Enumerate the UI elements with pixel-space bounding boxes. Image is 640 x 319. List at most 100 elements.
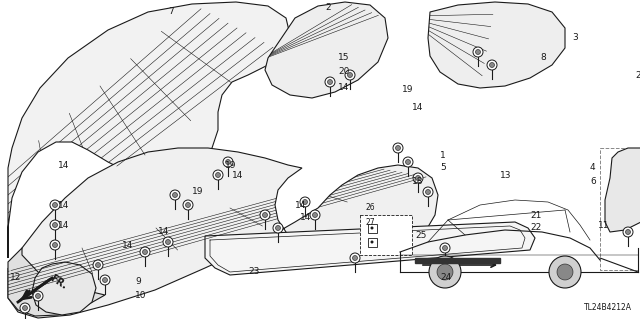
Polygon shape [8, 2, 290, 258]
Circle shape [223, 157, 233, 167]
Circle shape [140, 247, 150, 257]
Circle shape [348, 72, 353, 78]
Text: 26: 26 [365, 203, 374, 212]
Circle shape [163, 237, 173, 247]
Text: 3: 3 [572, 33, 578, 42]
Circle shape [476, 49, 481, 55]
Circle shape [102, 278, 108, 283]
Polygon shape [32, 262, 96, 315]
Circle shape [262, 212, 268, 218]
Circle shape [183, 200, 193, 210]
FancyBboxPatch shape [600, 148, 640, 270]
Bar [367, 238, 376, 247]
Circle shape [186, 203, 191, 207]
Circle shape [549, 256, 581, 288]
Polygon shape [8, 148, 438, 318]
Polygon shape [415, 258, 500, 263]
Text: 14: 14 [300, 213, 312, 222]
Circle shape [490, 63, 495, 68]
Circle shape [260, 210, 270, 220]
Circle shape [623, 227, 633, 237]
Text: 18: 18 [412, 177, 424, 187]
Circle shape [50, 240, 60, 250]
Circle shape [95, 263, 100, 268]
Text: 14: 14 [58, 160, 69, 169]
Circle shape [423, 187, 433, 197]
Circle shape [625, 229, 630, 234]
Text: 23: 23 [248, 268, 259, 277]
Text: 2: 2 [325, 4, 331, 12]
Circle shape [275, 226, 280, 231]
Circle shape [52, 203, 58, 207]
Circle shape [426, 189, 431, 195]
Text: 14: 14 [58, 220, 69, 229]
Text: 14: 14 [232, 170, 243, 180]
Text: 1: 1 [440, 151, 445, 160]
Text: 19: 19 [402, 85, 413, 94]
Circle shape [52, 242, 58, 248]
Circle shape [403, 157, 413, 167]
Text: 12: 12 [10, 273, 21, 283]
Circle shape [396, 145, 401, 151]
Circle shape [353, 256, 358, 261]
Circle shape [52, 222, 58, 227]
Text: 11: 11 [598, 220, 609, 229]
FancyBboxPatch shape [360, 215, 412, 255]
Text: 7: 7 [168, 8, 173, 17]
Polygon shape [265, 2, 388, 98]
Circle shape [50, 220, 60, 230]
Polygon shape [8, 248, 105, 316]
Text: 5: 5 [440, 164, 445, 173]
Text: 6: 6 [590, 177, 596, 187]
Circle shape [350, 253, 360, 263]
Circle shape [473, 47, 483, 57]
Polygon shape [428, 2, 565, 88]
Circle shape [213, 170, 223, 180]
Text: FR.: FR. [48, 273, 68, 291]
Text: 14: 14 [58, 201, 69, 210]
Circle shape [371, 241, 374, 243]
Text: 25: 25 [415, 231, 426, 240]
Circle shape [93, 260, 103, 270]
Circle shape [440, 243, 450, 253]
Circle shape [50, 200, 60, 210]
Polygon shape [18, 290, 30, 302]
Polygon shape [605, 148, 640, 232]
Text: 21: 21 [530, 211, 541, 219]
Circle shape [393, 143, 403, 153]
Text: 22: 22 [530, 224, 541, 233]
Text: 20: 20 [338, 68, 349, 77]
Text: 19: 19 [225, 160, 237, 169]
Text: 13: 13 [500, 170, 511, 180]
Circle shape [100, 275, 110, 285]
Circle shape [371, 226, 374, 229]
Circle shape [170, 190, 180, 200]
Circle shape [406, 160, 410, 165]
Circle shape [328, 79, 333, 85]
Text: 20: 20 [635, 70, 640, 79]
Text: 8: 8 [540, 54, 546, 63]
Text: TL24B4212A: TL24B4212A [584, 303, 632, 312]
Text: 4: 4 [590, 164, 596, 173]
Text: 19: 19 [192, 188, 204, 197]
Polygon shape [205, 222, 535, 275]
Text: 14: 14 [338, 84, 349, 93]
Circle shape [415, 175, 420, 181]
Text: 9: 9 [135, 278, 141, 286]
Circle shape [33, 291, 43, 301]
Text: 14: 14 [412, 103, 424, 113]
Text: 10: 10 [135, 291, 147, 300]
Text: 27: 27 [365, 218, 374, 227]
Circle shape [35, 293, 40, 299]
Circle shape [300, 197, 310, 207]
Circle shape [437, 264, 453, 280]
Circle shape [173, 192, 177, 197]
Text: 14: 14 [122, 241, 133, 249]
Circle shape [429, 256, 461, 288]
Circle shape [557, 264, 573, 280]
Circle shape [442, 246, 447, 250]
Circle shape [487, 60, 497, 70]
Text: 14: 14 [158, 227, 170, 236]
Circle shape [225, 160, 230, 165]
Circle shape [22, 306, 28, 310]
